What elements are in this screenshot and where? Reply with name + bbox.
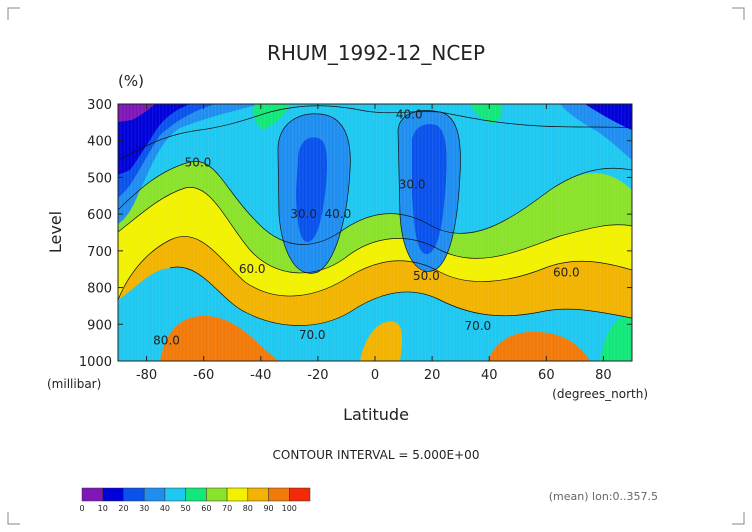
colorbar-swatch [164,487,186,502]
y-axis: 300 400 500 600 700 800 900 1000 [79,98,632,370]
footnote: (mean) lon:0..357.5 [549,490,658,503]
colorbar-swatch [206,487,228,502]
contour-lines [118,104,632,361]
colorbar-label: 80 [243,504,253,513]
colorbar-label: 90 [263,504,273,513]
colorbar-swatch [102,487,124,502]
x-tick-label: 20 [424,368,441,383]
contour-band [600,318,632,361]
contour-line [118,266,632,361]
y-axis-label: Level [46,211,65,253]
colorbar-label: 40 [160,504,170,513]
contour-band [118,187,632,300]
contour-line [118,105,632,161]
contour-line [118,187,632,274]
contour-label: 80.0 [153,333,180,347]
colorbar-label: 100 [282,504,297,513]
plot-area: 40.0 50.0 30.0 40.0 30.0 60.0 50.0 60.0 70.0 70.0… [79,98,633,383]
contour-band [160,315,278,361]
y-tick-label: 400 [87,135,112,150]
x-tick-label: -60 [193,368,214,383]
colorbar-swatch [123,487,145,502]
colorbar-label: 0 [79,504,84,513]
x-axis: -80 -60 -40 -20 0 20 40 60 80 [136,104,612,383]
colorbar-swatch [289,487,311,502]
colorbar-label: 20 [118,504,128,513]
colorbar: 0 10 20 30 40 50 60 70 80 90 100 [79,487,311,513]
contour-band [118,104,632,160]
contour-band [118,104,190,175]
y-tick-label: 800 [87,282,112,297]
x-tick-label: -40 [250,368,271,383]
contour-line [118,160,632,245]
contour-label: 50.0 [413,269,440,283]
contour-band [470,104,503,124]
x-tick-label: -80 [136,368,157,383]
x-tick-label: 40 [481,368,498,383]
contour-band [412,124,447,255]
contour-line [118,236,632,301]
y-tick-label: 300 [87,98,112,113]
y-tick-label: 1000 [79,355,112,370]
colorbar-label: 50 [181,504,191,513]
colorbar-swatch [143,487,166,502]
contour-label: 50.0 [185,155,212,169]
colorbar-swatch [81,487,103,502]
contour-line [397,110,461,272]
contour-band [118,161,632,273]
contour-labels: 40.0 50.0 30.0 40.0 30.0 60.0 50.0 60.0 70.0 70.0… [153,108,579,348]
contour-label: 40.0 [325,207,352,221]
chart-title: RHUM_1992-12_NCEP [267,41,485,65]
x-axis-unit: (degrees_north) [552,387,648,401]
colorbar-label: 30 [139,504,149,513]
contour-label: 60.0 [239,262,266,276]
corner-mark-top-left [7,7,20,20]
colorbar-swatch [268,487,290,502]
unit-label: (%) [118,72,144,90]
y-tick-label: 900 [87,318,112,333]
x-axis-label: Latitude [343,405,409,424]
y-tick-label: 600 [87,208,112,223]
contour-label: 70.0 [299,328,326,342]
y-axis-unit: (millibar) [47,377,101,391]
colorbar-swatch [185,487,207,502]
contour-band [488,331,590,361]
colorbar-label: 10 [98,504,108,513]
x-tick-label: 0 [371,368,379,383]
corner-mark-bottom-right [732,512,745,525]
contour-label: 70.0 [464,319,491,333]
contour-band [118,236,632,361]
contour-band [296,137,328,243]
contour-label: 30.0 [290,207,317,221]
contour-label: 40.0 [396,108,423,122]
x-tick-label: 80 [595,368,612,383]
corner-mark-top-right [732,7,745,20]
contour-band [585,104,632,130]
contour-line [277,113,351,274]
contour-band [118,104,155,122]
colorbar-label: 70 [222,504,232,513]
colorbar-swatch [226,487,249,502]
contour-label: 30.0 [399,177,426,191]
x-tick-label: 60 [538,368,555,383]
contour-band [253,104,290,130]
contour-band [360,321,403,361]
contour-interval-text: CONTOUR INTERVAL = 5.000E+00 [273,448,480,462]
contour-label: 60.0 [553,266,580,280]
corner-mark-bottom-left [7,512,20,525]
x-tick-label: -20 [307,368,328,383]
colorbar-label: 60 [201,504,211,513]
colorbar-swatch [247,487,269,502]
y-tick-label: 500 [87,171,112,186]
y-tick-label: 700 [87,245,112,260]
